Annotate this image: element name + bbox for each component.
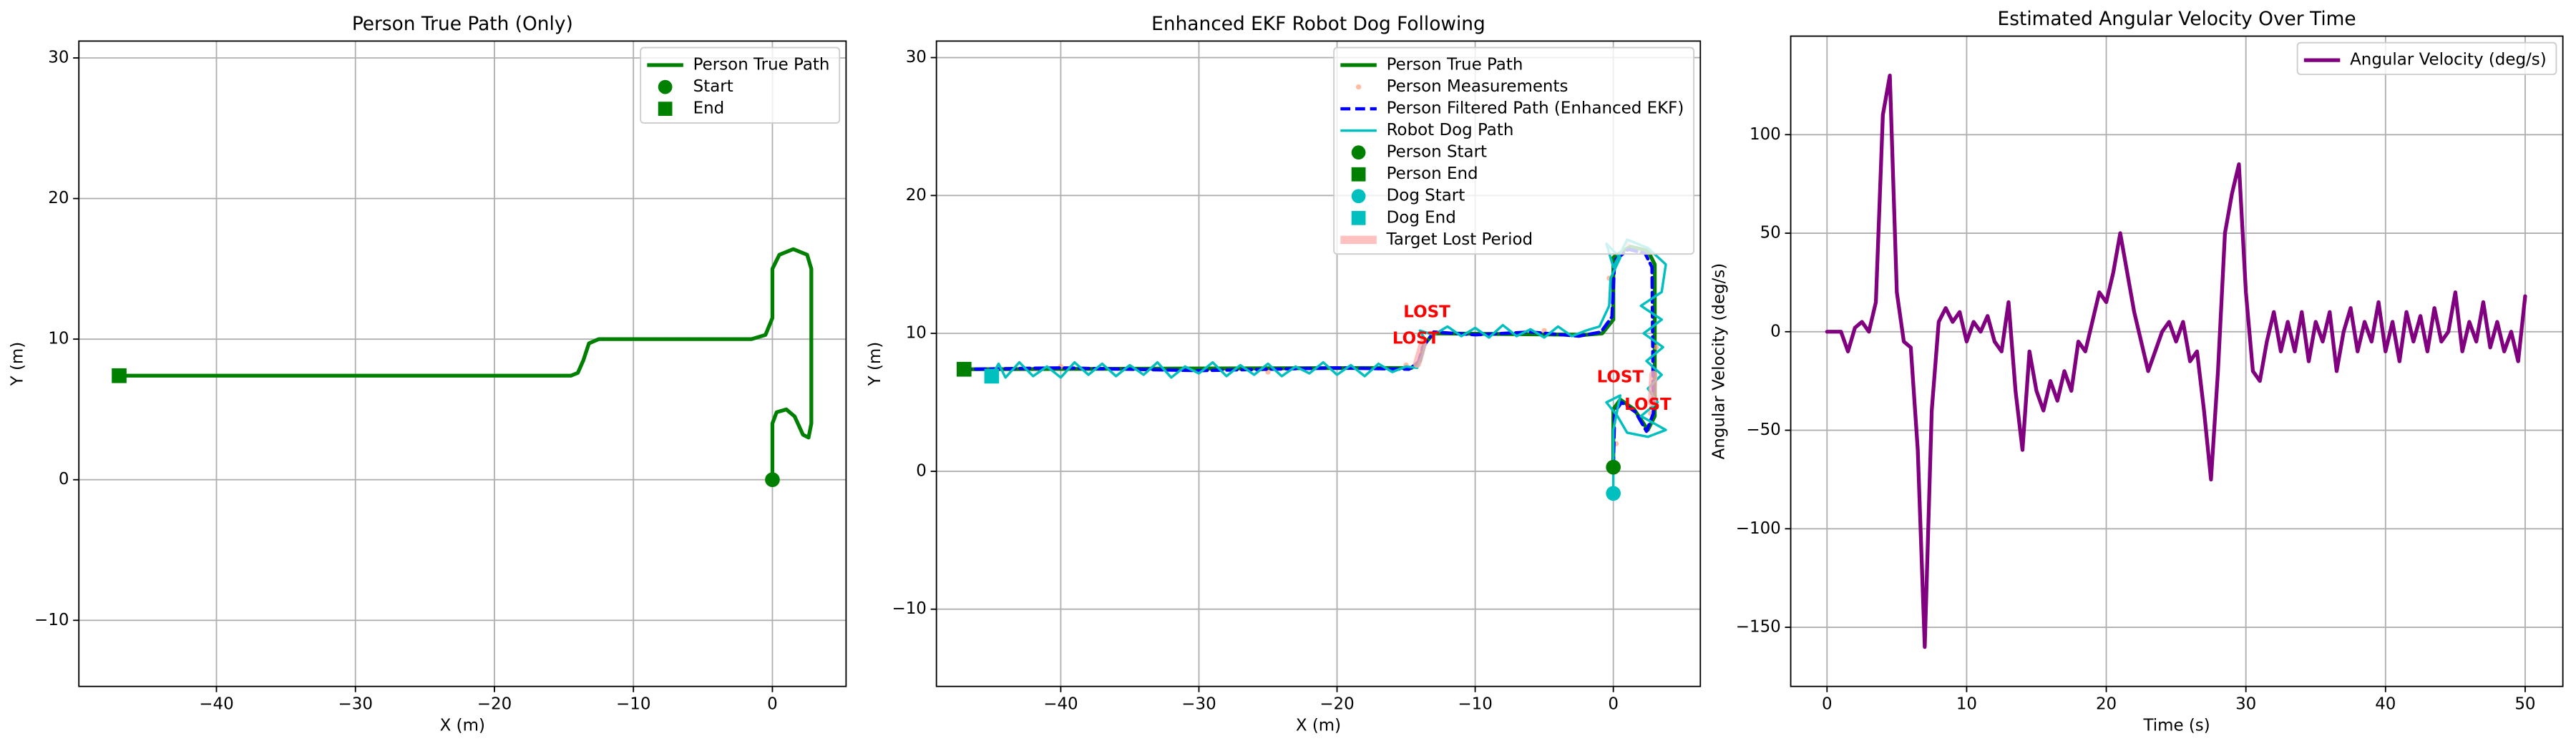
subplot: −40 −30 −20 −10 0 −10 0 10 20 30 Person True Path …: [9, 13, 847, 735]
x-axis-label: X (m): [440, 716, 485, 735]
legend-label: Angular Velocity (deg/s): [2350, 51, 2547, 69]
annotation: LOST: [1392, 329, 1440, 348]
subplot: −40 −30 −20 −10 0 −10 0 10 20 30 LOST LOST LOST LOST E…: [866, 13, 1702, 735]
legend-marker: [658, 79, 673, 94]
y-tick-label: −150: [1736, 618, 1781, 637]
marker: [956, 361, 972, 377]
legend-label: Person End: [1387, 165, 1478, 183]
series-line: [962, 245, 1657, 469]
annotation: LOST: [1624, 396, 1672, 414]
legend-label: End: [693, 99, 725, 118]
legend-label: Person Start: [1387, 143, 1487, 162]
x-tick-label: 0: [767, 694, 778, 713]
series-line: [1413, 340, 1658, 407]
plot-area: [956, 238, 1667, 501]
legend: Person True Path Person Measurements Perso…: [1333, 46, 1695, 255]
marker: [1606, 459, 1621, 475]
legend-marker: [1351, 210, 1366, 225]
x-tick-label: 0: [1608, 694, 1619, 713]
legend: Person True Path Start End: [640, 46, 841, 124]
y-axis-label: Y (m): [9, 342, 27, 387]
legend-marker: [1351, 145, 1366, 160]
marker: [112, 368, 127, 383]
legend-label: Robot Dog Path: [1387, 121, 1514, 139]
x-tick-label: 50: [2514, 694, 2535, 713]
x-tick-label: −10: [616, 694, 650, 713]
x-tick-label: −20: [477, 694, 512, 713]
x-tick-label: 30: [2235, 694, 2256, 713]
y-axis-label: Y (m): [866, 342, 884, 387]
x-tick-label: 10: [1956, 694, 1977, 713]
annotation: LOST: [1597, 368, 1644, 386]
series-line: [117, 247, 814, 482]
legend-marker: [1351, 167, 1366, 182]
axes-frame: [935, 40, 1702, 687]
legend-label: Dog Start: [1387, 187, 1465, 205]
legend-label: Person True Path: [1387, 56, 1523, 74]
x-tick-label: −40: [199, 694, 233, 713]
x-axis-label: X (m): [1296, 716, 1341, 735]
legend-label: Target Lost Period: [1386, 230, 1533, 249]
y-tick-label: −50: [1746, 421, 1780, 439]
y-tick-label: 10: [906, 324, 927, 343]
y-tick-label: 50: [1760, 224, 1781, 242]
x-tick-label: −30: [338, 694, 373, 713]
chart-title: Estimated Angular Velocity Over Time: [1998, 8, 2356, 30]
marker: [984, 368, 1000, 384]
y-tick-label: 30: [906, 48, 927, 67]
y-tick-label: 10: [48, 330, 69, 348]
subplot: 0 10 20 30 40 50 −150 −100 −50 0 50 100 Estimated An…: [1709, 8, 2564, 735]
y-tick-label: 30: [48, 48, 69, 67]
legend-frame: [2296, 41, 2557, 75]
y-tick-label: −10: [892, 599, 926, 618]
series-line: [962, 247, 1655, 469]
x-tick-label: −40: [1043, 694, 1078, 713]
legend-label: Dog End: [1387, 208, 1456, 227]
annotation: LOST: [1403, 303, 1450, 322]
y-tick-label: 20: [906, 186, 927, 205]
legend-label: Start: [693, 77, 733, 96]
legend-marker: [658, 102, 673, 116]
legend-marker: [1355, 84, 1362, 90]
marker: [1606, 486, 1621, 501]
series-line: [990, 238, 1667, 495]
y-tick-label: 0: [59, 470, 69, 489]
legend-label: Person Measurements: [1387, 77, 1568, 96]
y-tick-label: −10: [34, 611, 69, 629]
axes-frame: [78, 40, 847, 687]
x-tick-label: −20: [1319, 694, 1354, 713]
chart-title: Enhanced EKF Robot Dog Following: [1151, 13, 1485, 35]
legend-marker: [1351, 189, 1366, 204]
x-tick-label: −10: [1458, 694, 1492, 713]
legend-label: Person True Path: [693, 56, 830, 74]
y-tick-label: −100: [1736, 519, 1781, 538]
y-tick-label: 20: [48, 189, 69, 207]
y-tick-label: 0: [916, 461, 927, 480]
x-tick-label: 20: [2096, 694, 2117, 713]
plot-area: [112, 247, 814, 488]
series-line: [1825, 73, 2527, 649]
legend-label: Person Filtered Path (Enhanced EKF): [1387, 99, 1684, 118]
chart-title: Person True Path (Only): [352, 13, 573, 35]
legend: Angular Velocity (deg/s): [2296, 41, 2557, 75]
marker: [1653, 344, 1659, 350]
legend-frame: [640, 46, 841, 124]
x-tick-label: −30: [1181, 694, 1216, 713]
x-tick-label: 0: [1822, 694, 1833, 713]
x-tick-label: 40: [2375, 694, 2396, 713]
y-tick-label: 100: [1750, 125, 1781, 144]
y-tick-label: 0: [1770, 322, 1781, 340]
marker: [765, 472, 780, 488]
plot-area: [1825, 73, 2527, 649]
x-axis-label: Time (s): [2142, 716, 2210, 735]
y-axis-label: Angular Velocity (deg/s): [1709, 263, 1728, 460]
legend-frame: [1333, 46, 1695, 255]
axes-frame: [1790, 35, 2564, 687]
